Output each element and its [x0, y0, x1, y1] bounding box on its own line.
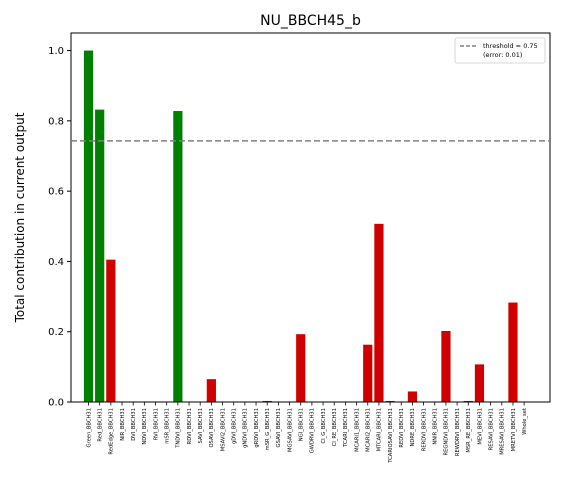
x-tick-label: NDRE_BBCH31 [410, 408, 416, 447]
x-tick-label: TNDVI_BBCH31 [176, 408, 182, 449]
bars-group [83, 50, 518, 403]
x-tick-label: mSR_G_BBCH31 [265, 408, 271, 450]
x-tick-label: MSR_RE_BBCH31 [466, 408, 472, 453]
x-tick-label: MEVI_BBCH31 [477, 408, 483, 445]
x-tick-label: RESAVI_BBCH31 [488, 408, 494, 450]
x-tick-label: MRETVI_BBCH31 [511, 408, 517, 451]
x-tick-label: SAVI_BBCH31 [198, 408, 204, 443]
x-tick-label: GSAVI_BBCH31 [276, 408, 282, 447]
x-tick-label: RedEdge_BBCH31 [109, 408, 115, 455]
x-tick-label: TCARI_BBCH31 [343, 408, 349, 448]
x-tick-label: MCARI2_BBCH31 [366, 408, 372, 452]
bar-Green_BBCH31 [83, 50, 94, 402]
x-tick-label: MSAVI2_BBCH31 [220, 408, 226, 451]
x-tick-label: NDVI_BBCH31 [142, 408, 148, 445]
x-tick-label: RDVI_BBCH31 [187, 408, 193, 444]
x-tick-label: mSR_BBCH31 [164, 408, 170, 444]
x-tick-label: gDVI_BBCH31 [232, 408, 238, 444]
x-tick-label: REWDRVI_BBCH31 [455, 408, 461, 456]
x-tick-label: DVI_BBCH31 [131, 408, 137, 441]
x-tick-label: MTCARI_BBCH31 [377, 408, 383, 451]
bar-MTCARI_BBCH31 [374, 223, 384, 402]
legend-threshold-label: threshold = 0.75 [483, 42, 538, 50]
legend-box [454, 37, 546, 64]
y-tick-label: 0.0 [48, 398, 64, 409]
x-tick-label: MGSAVI_BBCH31 [287, 408, 293, 452]
bar-mSR_G_BBCH31 [262, 400, 272, 402]
y-tick-label: 1.0 [48, 46, 64, 57]
y-tick-label: 0.6 [48, 187, 64, 198]
plot-frame [70, 32, 551, 403]
bar-REGNDVI_BBCH31 [441, 331, 451, 402]
bar-RedEdge_BBCH31 [106, 259, 116, 402]
x-tick-label: TCARIOSAVI_BBCH31 [388, 408, 394, 464]
axes-group [70, 32, 551, 403]
x-tick-label: OSAVI_BBCH31 [209, 408, 215, 448]
bar-TNDVI_BBCH31 [173, 111, 183, 403]
x-tick-label: GWDRVI_BBCH31 [310, 408, 316, 453]
bar-MEVI_BBCH31 [474, 364, 485, 402]
bar-MCARI2_BBCH31 [363, 344, 373, 402]
bar-TCARIOSAVI_BBCH31 [385, 400, 395, 402]
chart-title: NU_BBCH45_b [260, 13, 361, 29]
x-tick-label: gRDVI_BBCH31 [254, 408, 260, 448]
legend-error-label: (error: 0.01) [483, 51, 522, 59]
x-tick-label: CI_RE_BBCH31 [332, 408, 338, 446]
bar-NGI_BBCH31 [296, 334, 306, 402]
bar-MSR_RE_BBCH31 [463, 400, 473, 402]
x-tick-label: gNDVI_BBCH31 [243, 408, 249, 448]
x-ticks: Green_BBCH31 Red_BBCH31 RedEdge_BBCH31 NIR_… [86, 402, 528, 464]
y-tick-label: 0.8 [48, 116, 64, 127]
bar-NDRE_BBCH31 [407, 391, 418, 402]
x-tick-label: MRESAVI_BBCH31 [500, 408, 506, 455]
x-tick-label: NNIR_BBCH31 [433, 408, 439, 445]
x-tick-label: REGNDVI_BBCH31 [444, 408, 450, 456]
bar-OSAVI_BBCH31 [206, 379, 216, 402]
y-axis-label: Total contribution in current output [13, 112, 27, 323]
y-tick-label: 0.4 [48, 257, 64, 268]
x-tick-label: RERDVI_BBCH31 [421, 408, 427, 451]
x-tick-label: RVI_BBCH31 [153, 408, 159, 440]
bar-MRETVI_BBCH31 [508, 302, 518, 402]
bar-Red_BBCH31 [95, 109, 105, 403]
x-tick-label: Green_BBCH31 [86, 408, 92, 447]
y-ticks: 0.0 0.2 0.4 0.6 0.8 1.0 [48, 46, 71, 409]
x-tick-label: Whole_set [522, 408, 528, 435]
x-tick-label: MCARI1_BBCH31 [354, 408, 360, 452]
y-tick-label: 0.2 [48, 327, 64, 338]
x-tick-label: NIR_BBCH31 [120, 408, 126, 441]
x-tick-label: REDVI_BBCH31 [399, 408, 405, 448]
x-tick-label: CI_G_BBCH31 [321, 408, 327, 444]
x-tick-label: Red_BBCH31 [97, 408, 103, 442]
x-tick-label: NGI_BBCH31 [299, 408, 305, 441]
legend: threshold = 0.75 (error: 0.01) [454, 37, 546, 64]
